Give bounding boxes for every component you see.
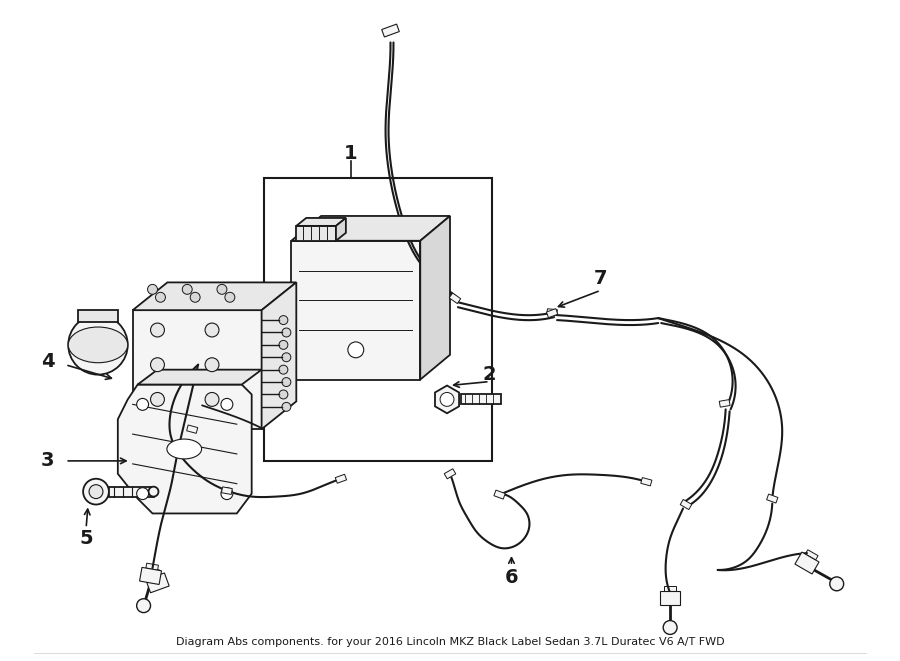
Bar	[186, 425, 198, 434]
Bar	[767, 494, 778, 503]
Polygon shape	[296, 226, 336, 241]
Circle shape	[148, 486, 158, 496]
Circle shape	[137, 399, 148, 410]
Bar	[146, 563, 158, 570]
Bar	[132, 310, 262, 429]
Bar	[661, 591, 680, 605]
Bar	[140, 567, 161, 584]
Text: 7: 7	[594, 269, 608, 288]
Circle shape	[348, 342, 364, 358]
Bar	[494, 490, 505, 499]
Circle shape	[282, 403, 291, 411]
Circle shape	[440, 393, 454, 407]
Circle shape	[279, 366, 288, 374]
Circle shape	[183, 284, 193, 294]
Circle shape	[217, 284, 227, 294]
Bar	[264, 178, 491, 461]
Circle shape	[68, 315, 128, 375]
Circle shape	[282, 377, 291, 387]
Bar	[449, 293, 461, 303]
Bar	[276, 340, 292, 360]
Ellipse shape	[68, 327, 128, 363]
Bar	[335, 474, 346, 483]
Circle shape	[279, 315, 288, 325]
Bar	[806, 550, 818, 560]
Circle shape	[156, 292, 166, 302]
Circle shape	[279, 340, 288, 350]
Polygon shape	[138, 369, 262, 385]
Circle shape	[190, 292, 200, 302]
Bar	[547, 309, 557, 315]
Bar	[641, 477, 652, 486]
Polygon shape	[132, 282, 296, 310]
Bar	[78, 310, 118, 322]
Circle shape	[150, 323, 165, 337]
Text: 4: 4	[40, 352, 54, 371]
Circle shape	[205, 358, 219, 371]
Circle shape	[282, 328, 291, 337]
Circle shape	[89, 485, 103, 498]
Circle shape	[663, 621, 677, 635]
Bar	[292, 241, 420, 379]
Circle shape	[220, 399, 233, 410]
Circle shape	[205, 323, 219, 337]
Text: 2: 2	[483, 365, 497, 384]
Ellipse shape	[166, 439, 202, 459]
Circle shape	[282, 353, 291, 362]
Circle shape	[830, 577, 843, 591]
Bar	[664, 586, 676, 591]
Circle shape	[150, 393, 165, 407]
Bar	[461, 395, 500, 405]
Text: 1: 1	[344, 144, 357, 163]
Bar	[719, 400, 730, 407]
Bar	[680, 500, 692, 510]
Polygon shape	[292, 216, 450, 241]
Polygon shape	[118, 385, 252, 514]
Text: 5: 5	[79, 529, 93, 548]
Circle shape	[137, 488, 148, 500]
Bar	[221, 487, 232, 494]
Bar	[445, 469, 455, 479]
Circle shape	[220, 488, 233, 500]
Bar	[795, 552, 819, 574]
Bar	[546, 309, 558, 318]
Circle shape	[205, 393, 219, 407]
Polygon shape	[262, 282, 296, 429]
Bar	[384, 26, 396, 32]
Bar	[146, 573, 169, 593]
Circle shape	[225, 292, 235, 302]
Text: 3: 3	[40, 451, 54, 471]
Text: Diagram Abs components. for your 2016 Lincoln MKZ Black Label Sedan 3.7L Duratec: Diagram Abs components. for your 2016 Li…	[176, 637, 725, 647]
Bar	[382, 24, 400, 37]
Circle shape	[279, 390, 288, 399]
Circle shape	[148, 284, 157, 294]
Circle shape	[137, 599, 150, 613]
Polygon shape	[336, 218, 346, 241]
Polygon shape	[296, 218, 346, 226]
Circle shape	[150, 358, 165, 371]
Text: 6: 6	[505, 568, 518, 588]
Polygon shape	[420, 216, 450, 379]
Polygon shape	[435, 385, 459, 413]
Bar	[109, 486, 154, 496]
Bar	[148, 570, 161, 578]
Circle shape	[83, 479, 109, 504]
